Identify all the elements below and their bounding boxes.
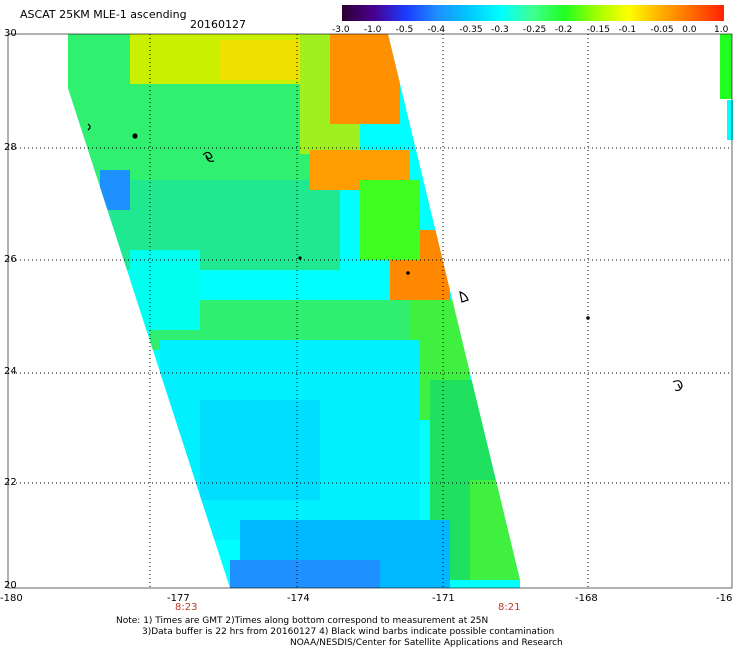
colorbar-label: 1.0 [714, 25, 729, 35]
island-outlines [87, 123, 683, 392]
colorbar-label: -1.0 [363, 25, 382, 35]
lon-label-180: -180 [0, 593, 23, 604]
lat-label-20: 20 [4, 580, 17, 591]
lon-label-171: -171 [432, 593, 455, 604]
lon-label-168: -168 [575, 593, 598, 604]
colorbar-label: -0.35 [459, 25, 483, 35]
colorbar-label: -0.25 [523, 25, 547, 35]
lon-label-174: -174 [287, 593, 310, 604]
product-title: ASCAT 25KM MLE-1 ascending [20, 8, 187, 21]
lon-label-177: -177 [167, 593, 190, 604]
colorbar-gradient [342, 5, 724, 21]
lat-label-24: 24 [4, 366, 17, 377]
colorbar-label: -0.5 [395, 25, 414, 35]
lat-label-26: 26 [4, 254, 17, 265]
graticule [8, 34, 732, 588]
colorbar-label: -0.4 [427, 25, 446, 35]
colorbar-label: -0.05 [650, 25, 674, 35]
time-label-left: 8:23 [175, 602, 198, 613]
product-date: 20160127 [190, 18, 246, 31]
colorbar-label: -0.15 [586, 25, 610, 35]
lat-label-30: 30 [4, 28, 17, 39]
lat-label-22: 22 [4, 477, 17, 488]
colorbar-label: -0.3 [491, 25, 509, 35]
lat-label-28: 28 [4, 142, 17, 153]
edge-swath-strip [720, 34, 732, 99]
lon-label-165: -16 [716, 593, 733, 604]
colorbar-label: 0.0 [682, 25, 697, 35]
note-line-2: 3)Data buffer is 22 hrs from 20160127 4)… [142, 627, 555, 637]
note-line-1: Note: 1) Times are GMT 2)Times along bot… [116, 616, 489, 626]
colorbar-label: -0.2 [554, 25, 573, 35]
note-line-3: NOAA/NESDIS/Center for Satellite Applica… [290, 638, 563, 648]
colorbar-label: -3.0 [332, 25, 350, 35]
colorbar-label: -0.1 [618, 25, 637, 35]
time-label-right: 8:21 [498, 602, 521, 613]
colorbar [342, 5, 724, 21]
map-frame [7, 33, 733, 589]
